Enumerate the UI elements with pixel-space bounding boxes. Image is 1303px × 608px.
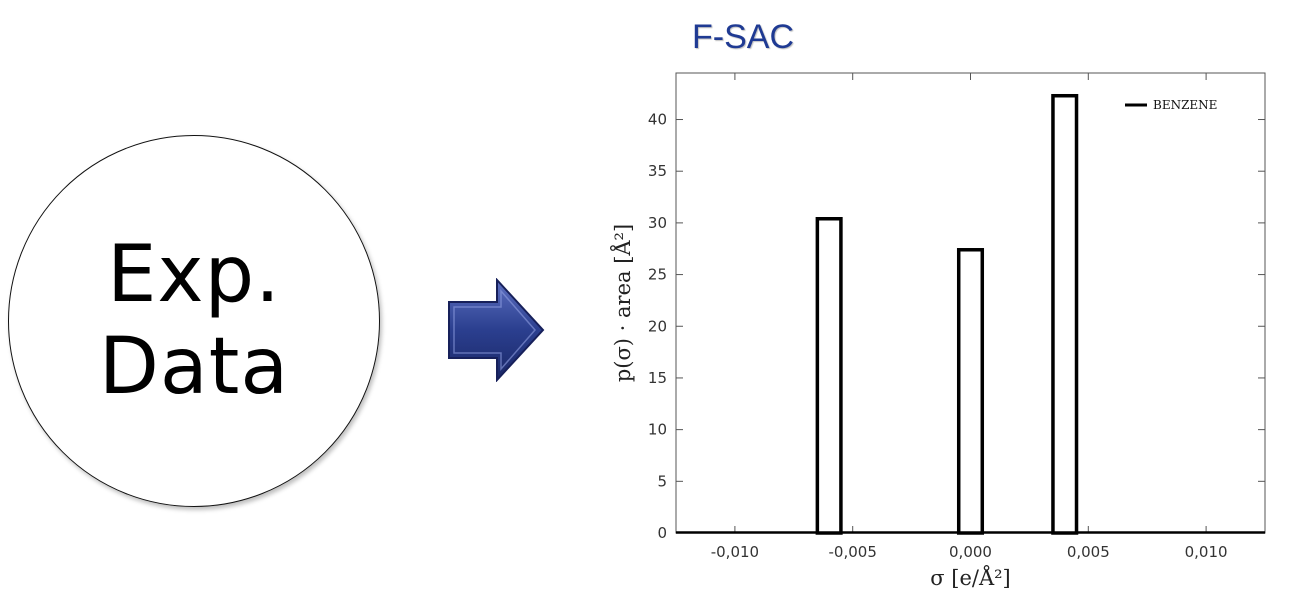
exp-data-line1: Exp.: [107, 230, 281, 320]
x-tick-label: -0,005: [829, 543, 877, 561]
x-tick-label: 0,005: [1067, 543, 1110, 561]
y-tick-label: 0: [657, 524, 667, 542]
y-tick-label: 10: [648, 421, 667, 439]
x-tick-label: 0,010: [1185, 543, 1228, 561]
right-arrow-icon: [448, 278, 545, 382]
legend-label: BENZENE: [1153, 98, 1217, 112]
y-tick-label: 20: [648, 317, 667, 335]
x-axis-label: σ [e/Å²]: [930, 565, 1010, 590]
bar: [1051, 93, 1079, 535]
exp-data-line2: Data: [98, 322, 290, 412]
chart-title: F-SAC: [692, 18, 794, 56]
y-tick-label: 40: [648, 111, 667, 129]
exp-data-circle: Exp. Data: [8, 135, 380, 507]
y-axis-label: p(σ) · area [Å²]: [610, 224, 635, 382]
y-tick-label: 35: [648, 162, 667, 180]
bar: [815, 217, 843, 535]
y-tick-label: 15: [648, 369, 667, 387]
y-tick-label: 30: [648, 214, 667, 232]
x-tick-label: 0,000: [949, 543, 992, 561]
y-tick-label: 25: [648, 266, 667, 284]
sigma-profile-chart: 0 5 10 15 20 25 30 35 40 -0,010 -0,005 0,000 0,005 0,…: [610, 72, 1266, 590]
bar: [956, 248, 985, 535]
x-tick-label: -0,010: [711, 543, 759, 561]
y-tick-label: 5: [657, 472, 667, 490]
